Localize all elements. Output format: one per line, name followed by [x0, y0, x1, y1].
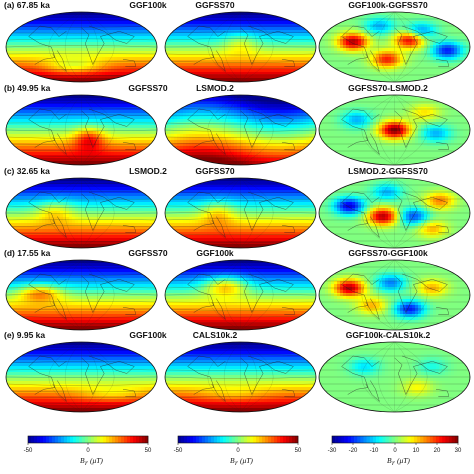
row-label: (d) 17.55 ka [4, 248, 51, 258]
colorbar-tick-label: 10 [413, 448, 420, 454]
panel-title: GGFSS70 [195, 0, 234, 10]
row-label: (c) 32.65 ka [4, 166, 50, 176]
map-border [164, 259, 317, 331]
panel-title: LSMOD.2-GGFSS70 [348, 166, 428, 176]
map-border [318, 259, 471, 331]
row-label: (a) 67.85 ka [4, 0, 50, 10]
colorbar-label: B [230, 456, 235, 465]
colorbar-label: B [387, 456, 392, 465]
panel-title: GGF100k [196, 248, 234, 258]
colorbar-2: -50 0 50 B r (μT) [174, 435, 302, 467]
map-border [318, 94, 471, 166]
colorbar-tick-label: 50 [295, 448, 302, 454]
map-panel-1-3 [319, 12, 470, 82]
colorbar-tick-label: -20 [349, 448, 358, 454]
map-border [318, 11, 471, 83]
map-border [5, 341, 158, 413]
colorbar-tick-label: -50 [174, 448, 183, 454]
colorbar-tick-label: 50 [145, 448, 152, 454]
map-border [164, 11, 317, 83]
colorbar-tick-label: 0 [393, 448, 397, 454]
panel-title: GGF100k-GGFSS70 [348, 0, 428, 10]
map-border [5, 259, 158, 331]
colorbar-unit: (μT) [240, 456, 253, 465]
row-label: (b) 49.95 ka [4, 83, 51, 93]
colorbar-tick-label: -30 [328, 448, 337, 454]
map-border [318, 341, 471, 413]
colorbar-label: B [80, 456, 85, 465]
panel-title: GGFSS70 [195, 166, 234, 176]
colorbar-tick-label: 20 [434, 448, 441, 454]
map-border [5, 177, 158, 249]
colorbar-tick-label: 30 [455, 448, 462, 454]
colorbar-label-subscript: r [85, 458, 88, 467]
panel-title: GGF100k-CALS10k.2 [346, 330, 431, 340]
map-panel-3-1 [6, 178, 157, 248]
map-border [5, 94, 158, 166]
panel-title: GGF100k [129, 0, 167, 10]
colorbar-label-subscript: r [392, 458, 395, 467]
map-border [164, 341, 317, 413]
panel-title: GGF100k [129, 330, 167, 340]
colorbar-tick-label: 0 [86, 448, 90, 454]
map-border [164, 94, 317, 166]
panel-title: GGFSS70-GGF100k [348, 248, 428, 258]
map-border [5, 11, 158, 83]
colorbar-tick-label: 0 [236, 448, 240, 454]
map-border [318, 177, 471, 249]
panel-title: GGFSS70 [128, 83, 167, 93]
panel-title: LSMOD.2 [129, 166, 167, 176]
colorbar-1: -50 0 50 B r (μT) [24, 435, 152, 467]
panel-title: GGFSS70 [128, 248, 167, 258]
panel-title: CALS10k.2 [193, 330, 238, 340]
map-border [164, 177, 317, 249]
row-label: (e) 9.95 ka [4, 330, 45, 340]
colorbar-tick-label: -10 [370, 448, 379, 454]
colorbar-unit: (μT) [90, 456, 103, 465]
colorbar-unit: (μT) [397, 456, 410, 465]
colorbar-label-subscript: r [235, 458, 238, 467]
colorbar-3: -30 -20 -10 0 10 20 30 B r (μT) [328, 435, 462, 467]
colorbar-tick-label: -50 [24, 448, 33, 454]
panel-title: GGFSS70-LSMOD.2 [348, 83, 428, 93]
panel-title: LSMOD.2 [196, 83, 234, 93]
